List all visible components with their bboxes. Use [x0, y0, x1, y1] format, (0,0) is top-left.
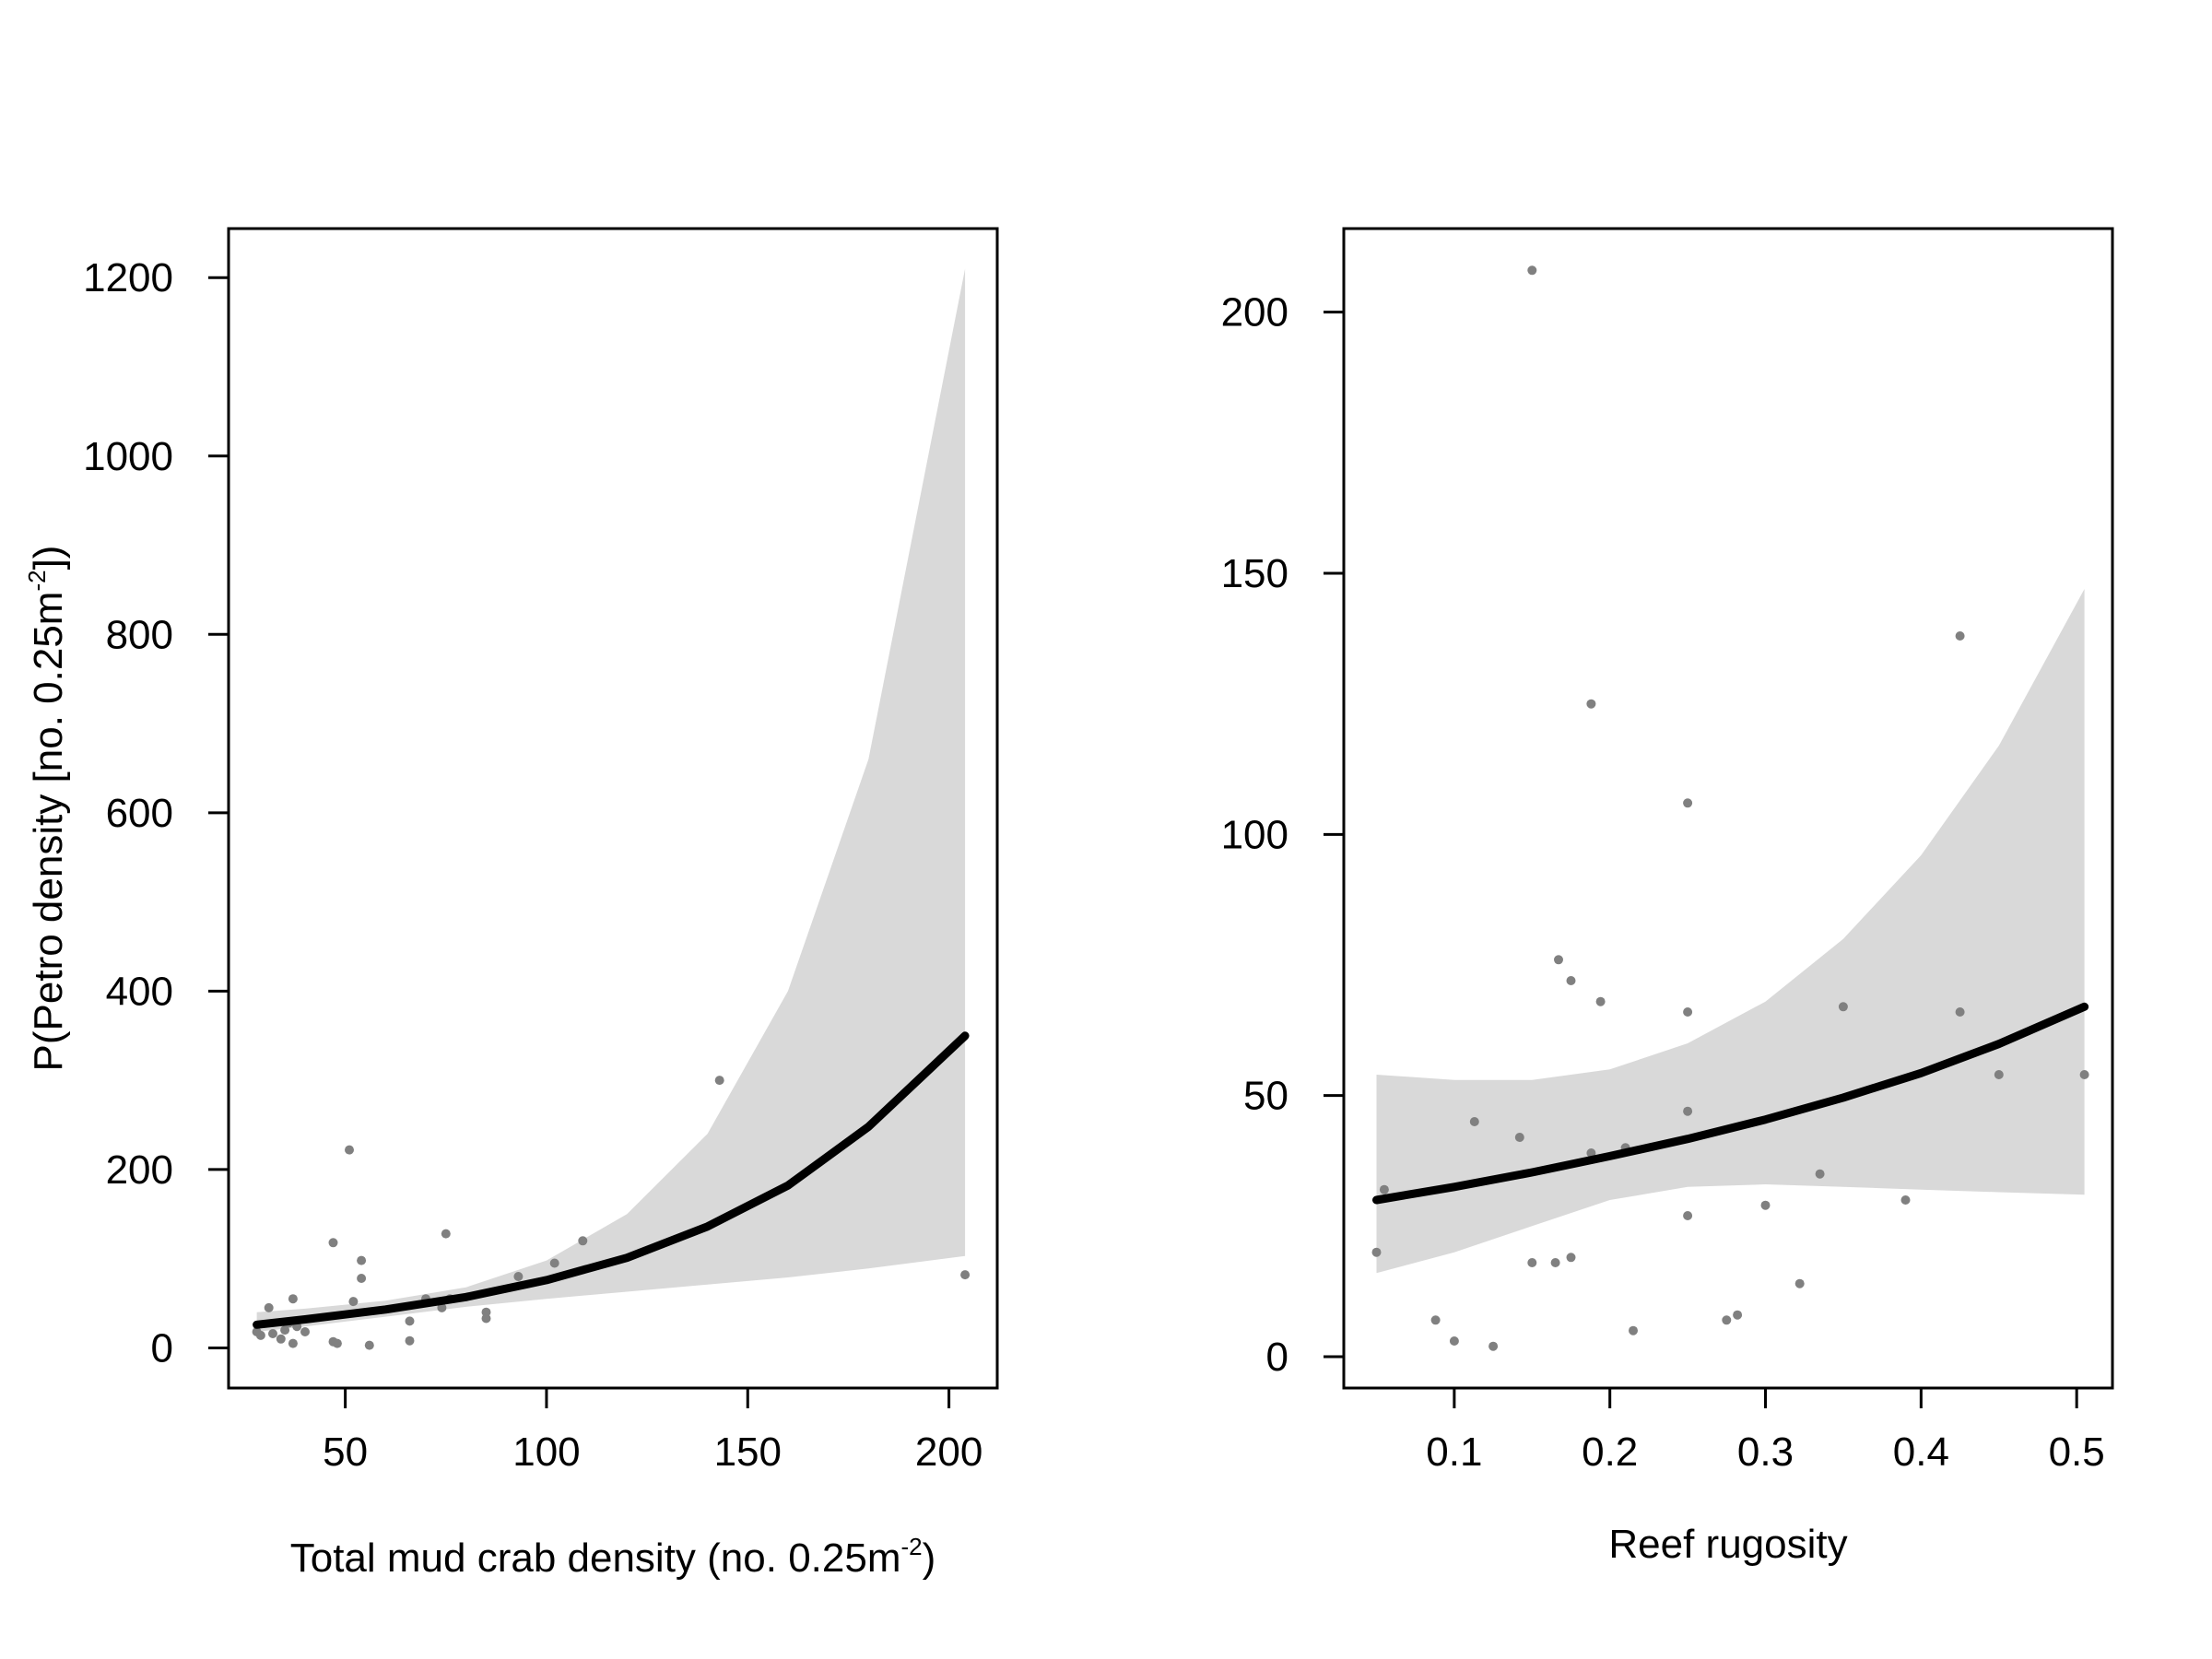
- data-point: [1760, 1200, 1771, 1210]
- x-axis-title: Total mud crab density (no. 0.25m-2): [290, 1533, 936, 1581]
- data-point: [2079, 1070, 2089, 1079]
- x-tick-label: 100: [512, 1430, 580, 1475]
- data-point: [357, 1274, 367, 1283]
- data-point: [300, 1327, 310, 1336]
- x-tick-label: 0.1: [1426, 1430, 1482, 1475]
- confidence-band-layer: [1376, 589, 2085, 1274]
- y-tick-label: 1000: [83, 434, 173, 479]
- data-point: [255, 1330, 265, 1340]
- data-point: [1900, 1195, 1911, 1205]
- data-point: [1566, 1253, 1576, 1263]
- x-tick-label: 0.5: [2049, 1430, 2105, 1475]
- data-point: [1371, 1247, 1382, 1257]
- data-point: [1838, 1002, 1848, 1012]
- data-point: [1733, 1310, 1743, 1320]
- data-point: [1430, 1315, 1441, 1325]
- data-point: [1683, 1106, 1693, 1116]
- chart-panel-crab-density: 50 100 150 200 0 200 400 600 800 1000 1200 Total …: [23, 227, 999, 1581]
- data-point: [1955, 1007, 1965, 1017]
- x-tick-label: 150: [714, 1430, 782, 1475]
- x-axis: 0.1 0.2 0.3 0.4 0.5: [1426, 1388, 2105, 1475]
- y-tick-label: 400: [106, 969, 173, 1014]
- y-tick-label: 50: [1243, 1074, 1288, 1119]
- data-point: [405, 1335, 415, 1346]
- x-tick-label: 0.4: [1893, 1430, 1949, 1475]
- confidence-band: [1376, 589, 2085, 1274]
- data-point: [345, 1145, 354, 1155]
- data-point: [1994, 1070, 2004, 1079]
- y-tick-label: 1200: [83, 255, 173, 300]
- data-point: [264, 1302, 274, 1312]
- data-point: [1794, 1278, 1805, 1288]
- y-tick-label: 600: [106, 791, 173, 836]
- chart-panel-reef-rugosity: 0.1 0.2 0.3 0.4 0.5 0 50 100 150 200 Reef rugosi…: [1221, 227, 2114, 1567]
- data-point: [1595, 996, 1606, 1006]
- data-point: [1586, 699, 1596, 709]
- confidence-band-layer: [256, 268, 966, 1332]
- y-tick-label: 800: [106, 612, 173, 657]
- plot-frame: [1342, 227, 2114, 1390]
- data-point: [1629, 1325, 1638, 1335]
- data-point: [332, 1338, 342, 1348]
- x-axis: 50 100 150 200: [323, 1388, 982, 1475]
- x-tick-label: 0.2: [1582, 1430, 1638, 1475]
- data-point: [328, 1238, 338, 1248]
- data-point: [1955, 631, 1965, 641]
- y-tick-label: 0: [151, 1325, 173, 1371]
- fitted-curve-layer: [1372, 1002, 2089, 1205]
- data-point: [1469, 1117, 1479, 1126]
- y-tick-label: 100: [1221, 812, 1288, 857]
- data-point: [1683, 798, 1693, 808]
- y-tick-label: 0: [1266, 1335, 1288, 1380]
- data-point: [481, 1313, 491, 1324]
- data-point: [549, 1258, 559, 1268]
- data-point: [268, 1329, 277, 1338]
- data-point: [276, 1334, 286, 1344]
- data-point: [1527, 1258, 1537, 1267]
- data-point: [1379, 1184, 1389, 1194]
- data-point: [1550, 1258, 1560, 1267]
- data-point: [1815, 1169, 1825, 1179]
- y-tick-label: 200: [106, 1147, 173, 1193]
- data-point: [288, 1338, 298, 1348]
- data-point: [714, 1076, 724, 1086]
- data-point: [288, 1294, 298, 1304]
- data-point: [1586, 1148, 1596, 1158]
- data-point: [960, 1270, 971, 1280]
- data-point: [1527, 265, 1537, 276]
- fitted-curve: [1372, 1002, 2089, 1205]
- y-tick-label: 150: [1221, 551, 1288, 596]
- fitted-curve: [253, 1031, 970, 1329]
- data-point: [280, 1325, 290, 1335]
- data-point: [1488, 1341, 1499, 1351]
- plot-frame: [227, 227, 999, 1390]
- y-axis-title: P(Petro density [no. 0.25m-2]): [23, 546, 71, 1072]
- data-point: [348, 1297, 359, 1307]
- data-point: [1683, 1007, 1693, 1017]
- data-point: [357, 1255, 367, 1265]
- confidence-band: [256, 268, 966, 1332]
- y-axis: 0 200 400 600 800 1000 1200: [83, 255, 229, 1371]
- data-point: [405, 1316, 415, 1326]
- x-axis-title: Reef rugosity: [1608, 1522, 1847, 1567]
- x-tick-label: 200: [915, 1430, 982, 1475]
- x-tick-label: 50: [323, 1430, 368, 1475]
- data-point: [364, 1340, 374, 1350]
- y-tick-label: 200: [1221, 290, 1288, 335]
- fitted-curve-layer: [253, 1031, 970, 1329]
- data-point: [1449, 1336, 1459, 1346]
- data-point: [513, 1272, 524, 1281]
- x-tick-label: 0.3: [1737, 1430, 1794, 1475]
- data-point: [1554, 955, 1563, 965]
- data-point: [578, 1236, 588, 1246]
- data-point: [1566, 976, 1576, 985]
- data-point: [1514, 1133, 1524, 1142]
- data-point: [437, 1302, 447, 1312]
- data-point: [1722, 1315, 1732, 1325]
- data-point: [1683, 1211, 1693, 1220]
- data-point: [441, 1229, 451, 1239]
- y-axis: 0 50 100 150 200: [1221, 290, 1344, 1380]
